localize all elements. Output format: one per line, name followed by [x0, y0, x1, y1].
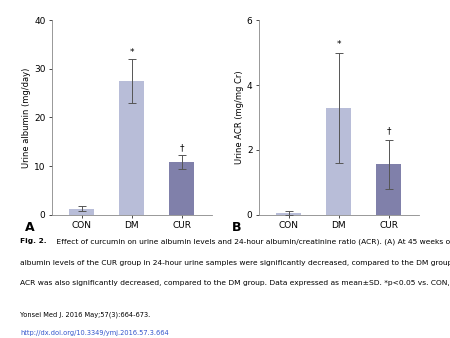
Y-axis label: Urine ACR (mg/mg Cr): Urine ACR (mg/mg Cr) [235, 71, 244, 164]
Text: *: * [130, 48, 134, 57]
Bar [119, 81, 144, 215]
Text: albumin levels of the CUR group in 24-hour urine samples were significantly decr: albumin levels of the CUR group in 24-ho… [20, 259, 450, 266]
Bar [326, 108, 351, 215]
Text: B: B [232, 221, 241, 234]
Text: †: † [179, 143, 184, 152]
Text: *: * [337, 41, 341, 49]
Text: ACR was also significantly decreased, compared to the DM group. Data expressed a: ACR was also significantly decreased, co… [20, 280, 450, 286]
Text: Effect of curcumin on urine albumin levels and 24-hour albumin/creatinine ratio : Effect of curcumin on urine albumin leve… [54, 238, 450, 245]
Text: Yonsei Med J. 2016 May;57(3):664-673.: Yonsei Med J. 2016 May;57(3):664-673. [20, 312, 150, 318]
Text: Fig. 2.: Fig. 2. [20, 238, 47, 244]
Bar [276, 213, 301, 215]
Bar [376, 164, 401, 215]
Text: A: A [25, 221, 34, 234]
Text: http://dx.doi.org/10.3349/ymj.2016.57.3.664: http://dx.doi.org/10.3349/ymj.2016.57.3.… [20, 330, 169, 336]
Bar [169, 162, 194, 215]
Bar [69, 209, 94, 215]
Y-axis label: Urine albumin (mg/day): Urine albumin (mg/day) [22, 67, 31, 168]
Text: †: † [386, 126, 391, 135]
